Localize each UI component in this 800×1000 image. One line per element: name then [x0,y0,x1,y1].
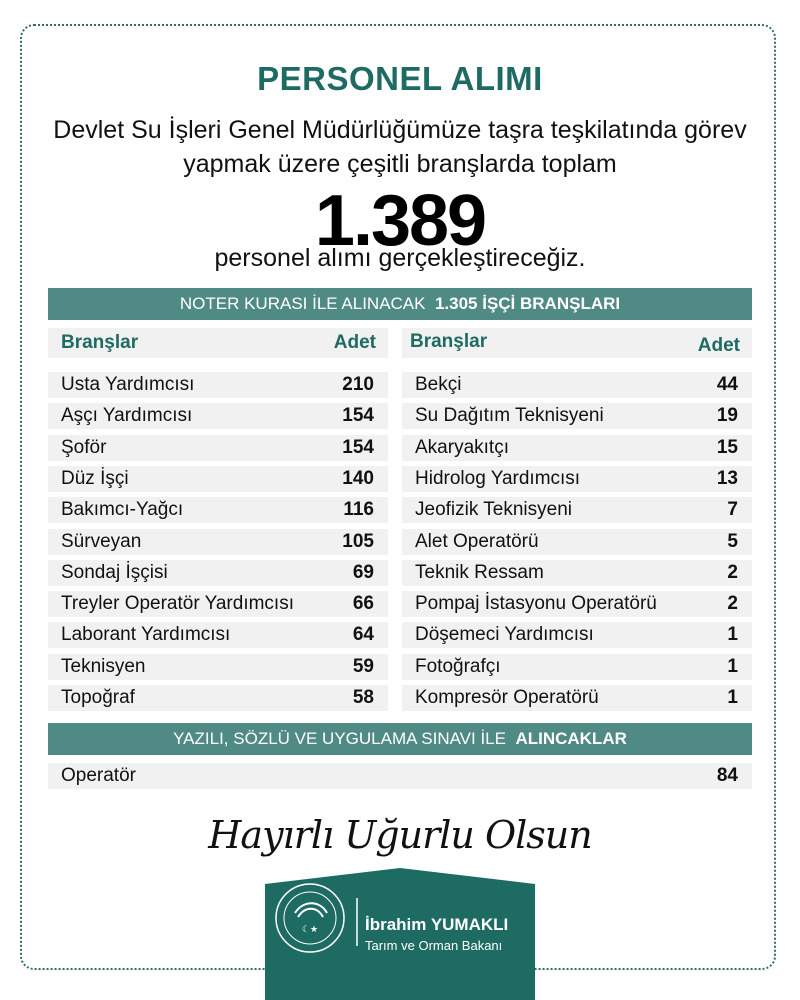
branch-name: Teknik Ressam [415,561,544,583]
intro-line-2: yapmak üzere çeşitli branşlarda toplam [183,150,617,178]
branch-count: 69 [352,561,374,583]
table-row: Operatör 84 [48,763,752,789]
branch-count: 1 [727,655,738,677]
branch-count: 19 [716,405,738,427]
section-bar-lottery: NOTER KURASI İLE ALINACAK 1.305 İŞÇİ BRA… [48,288,752,320]
branch-name: Akaryakıtçı [415,436,509,458]
branch-name: Pompaj İstasyonu Operatörü [415,593,657,615]
branch-count: 154 [342,436,374,458]
table-row: Sondaj İşçisi 69 [48,559,388,586]
footer-panel: ☾★ [265,868,535,1000]
branch-name: Hidrolog Yardımcısı [415,467,581,489]
table-row: Treyler Operatör Yardımcısı 66 [48,591,388,618]
branch-name: Fotoğrafçı [415,655,501,677]
table-row: Laborant Yardımcısı 64 [48,622,388,649]
table-row: Bakımcı-Yağcı 116 [48,497,388,524]
branch-count: 13 [716,467,738,489]
branch-name: Döşemeci Yardımcısı [415,624,594,646]
branch-name: Jeofizik Teknisyeni [415,499,573,521]
branch-name: Kompresör Operatörü [415,687,599,708]
intro-text: Devlet Su İşleri Genel Müdürlüğümüze taş… [0,113,800,181]
branch-name: Topoğraf [61,687,135,708]
branch-name: Laborant Yardımcısı [61,624,231,646]
table-row: Hidrolog Yardımcısı 13 [402,465,752,492]
table-row: Jeofizik Teknisyeni 7 [402,497,752,524]
branch-count: 105 [342,530,374,552]
table-row: Teknik Ressam 2 [402,559,752,586]
branch-count: 154 [342,405,374,427]
table-row: Pompaj İstasyonu Operatörü 2 [402,591,752,618]
branch-count: 7 [727,499,738,521]
branch-name: Sondaj İşçisi [61,561,168,583]
count-header: Adet [333,332,376,353]
intro-line-1: Devlet Su İşleri Genel Müdürlüğümüze taş… [53,116,747,144]
section-prefix: YAZILI, SÖZLÜ VE UYGULAMA SINAVI İLE [173,729,506,748]
table-row: Akaryakıtçı 15 [402,434,752,461]
branch-count: 2 [727,561,738,583]
branch-name: Operatör [61,765,136,786]
svg-text:☾★: ☾★ [302,924,318,934]
branch-count: 210 [342,374,374,395]
table-row: Döşemeci Yardımcısı 1 [402,622,752,649]
branch-count: 116 [343,499,374,521]
branch-name: Bakımcı-Yağcı [61,499,184,521]
table-row: Aşçı Yardımcısı 154 [48,403,388,430]
branch-count: 140 [342,467,374,489]
branch-count: 15 [716,436,738,458]
branch-name: Su Dağıtım Teknisyeni [415,405,604,427]
table-row: Teknisyen 59 [48,653,388,680]
branch-header: Branşlar [61,332,139,353]
branch-name: Aşçı Yardımcısı [61,405,193,427]
column-header-left: Branşlar Adet [48,328,388,358]
table-row: Topoğraf 58 [48,685,388,711]
section-bold: 1.305 İŞÇİ BRANŞLARI [434,294,621,313]
branch-count: 1 [727,687,738,708]
branch-count: 84 [716,765,738,786]
table-row: Şoför 154 [48,434,388,461]
branch-name: Bekçi [415,374,462,395]
branch-name: Sürveyan [61,530,142,552]
table-row: Bekçi 44 [402,372,752,398]
table-row: Sürveyan 105 [48,528,388,555]
section-bold: ALINCAKLAR [515,729,627,748]
section-prefix: NOTER KURASI İLE ALINACAK [179,294,426,313]
branch-name: Teknisyen [61,655,146,677]
branch-name: Usta Yardımcısı [61,374,195,395]
table-row: Su Dağıtım Teknisyeni 19 [402,403,752,430]
table-row: Alet Operatörü 5 [402,528,752,555]
minister-name: İbrahim YUMAKLI [365,915,509,934]
table-row: Kompresör Operatörü 1 [402,685,752,711]
branch-header: Branşlar [410,331,488,352]
branch-name: Şoför [61,436,107,458]
ministry-seal-icon: ☾★ [275,883,345,953]
branch-count: 44 [716,374,738,395]
page-title: PERSONEL ALIMI [257,60,543,97]
signature-handwriting: Hayırlı Uğurlu Olsun [208,813,592,857]
count-header: Adet [697,335,740,356]
branch-count: 58 [352,687,374,708]
column-header-right: Branşlar Adet [402,328,752,358]
section-bar-exam: YAZILI, SÖZLÜ VE UYGULAMA SINAVI İLE ALI… [48,723,752,755]
branch-count: 66 [352,593,374,615]
branch-count: 59 [352,655,374,677]
outro-text: personel alımı gerçekleştireceğiz. [214,244,586,272]
table-row: Düz İşçi 140 [48,465,388,492]
branch-name: Düz İşçi [61,467,129,489]
minister-role: Tarım ve Orman Bakanı [365,938,503,953]
table-row: Fotoğrafçı 1 [402,653,752,680]
branch-count: 5 [727,530,738,552]
branch-count: 64 [352,624,374,646]
total-count: 1.389 [314,181,487,261]
branch-count: 2 [727,593,738,615]
branch-count: 1 [727,624,738,646]
branch-name: Alet Operatörü [415,530,539,552]
table-row: Usta Yardımcısı 210 [48,372,388,398]
branch-name: Treyler Operatör Yardımcısı [61,593,294,615]
